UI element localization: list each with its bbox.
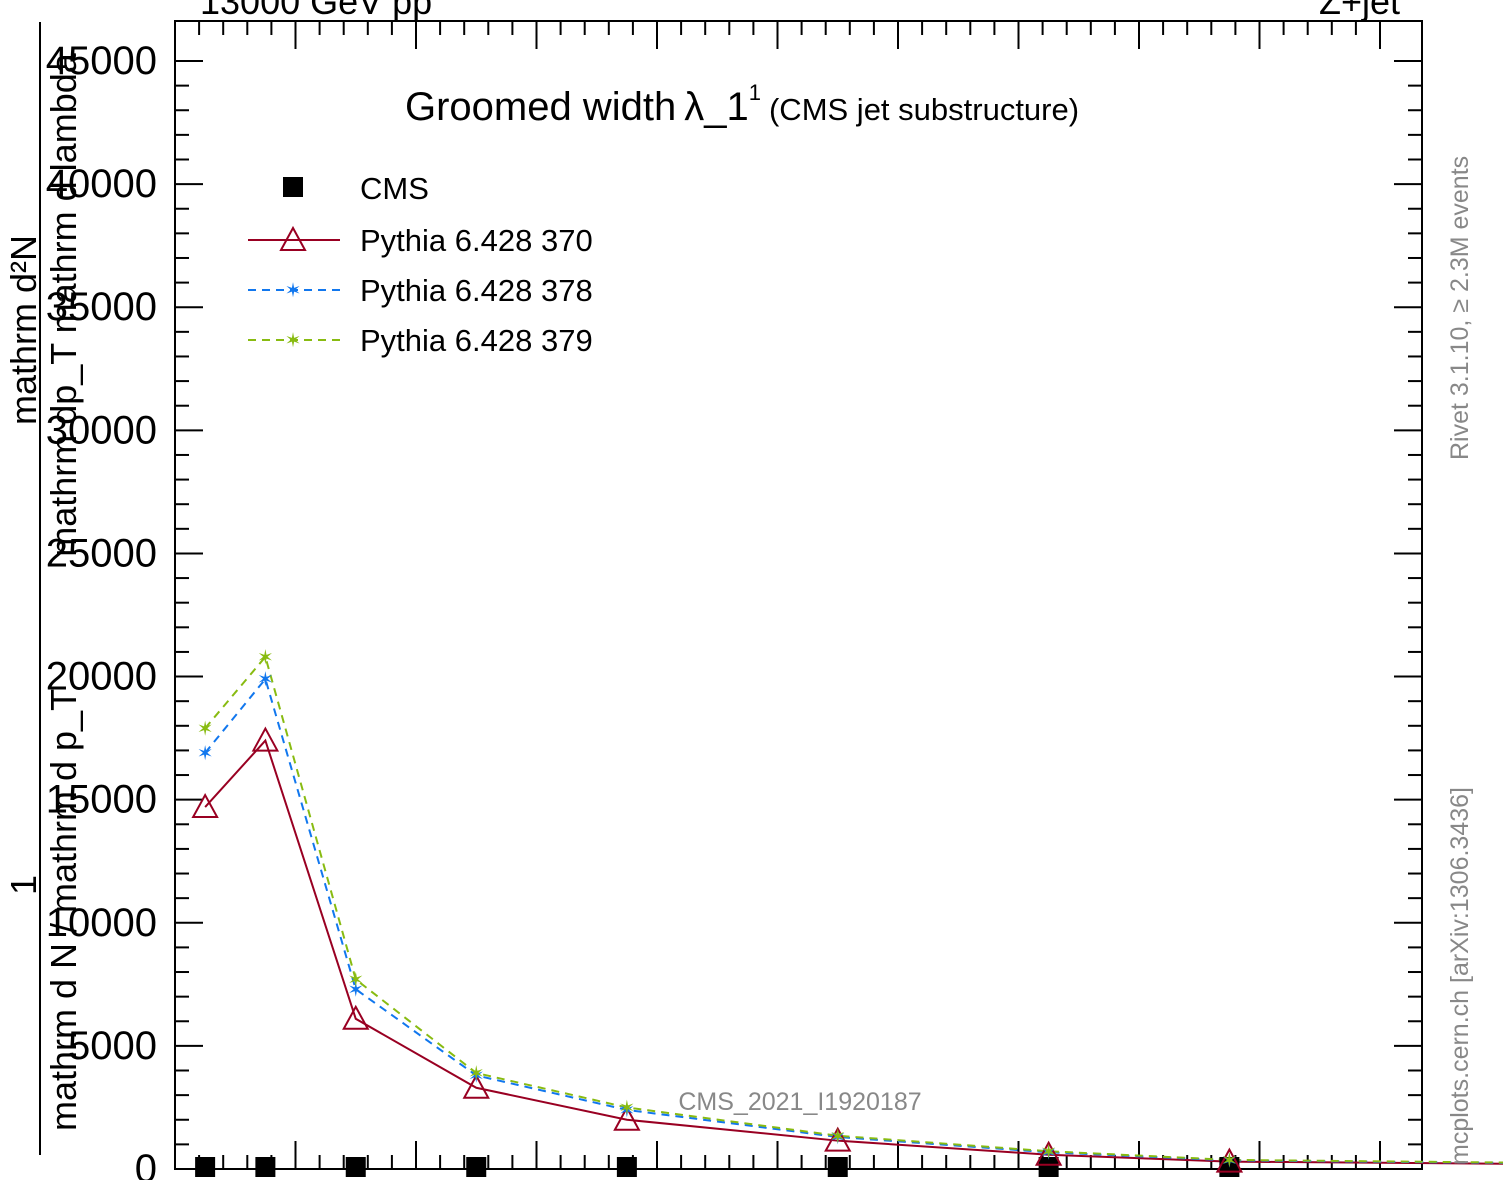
- y-tick-label: 10000: [46, 901, 157, 945]
- pythia-star-point: ✶: [347, 979, 364, 1001]
- legend-cms-marker: [283, 177, 303, 197]
- pythia-star-point: ✶: [829, 1126, 846, 1148]
- pythia-star-point: ✶: [1040, 1142, 1057, 1164]
- pythia-370-point: [462, 1073, 490, 1099]
- rivet-version-note: Rivet 3.1.10, ≥ 2.3M events: [1446, 156, 1474, 460]
- legend-378-marker: ✶: [285, 280, 302, 302]
- y-axis-tick-labels: 0 5000 10000 15000 20000 25000 30000 35000 40000…: [46, 39, 157, 1180]
- process-label: Z+jet: [1319, 0, 1400, 22]
- pythia-370-point: [824, 1126, 852, 1152]
- pythia-star-point: ✶: [257, 647, 274, 669]
- plot-frame: [174, 20, 1423, 1170]
- y-tick-label: 15000: [46, 778, 157, 822]
- cms-point: [255, 1157, 276, 1177]
- ylabel-numerator: 1: [3, 875, 44, 895]
- ylabel-denominator: mathrm d N / mathrm d p_T: [43, 689, 84, 1131]
- ylabel-d2n: mathrm d²N: [3, 235, 44, 425]
- pythia-370-point: [1215, 1147, 1244, 1173]
- y-axis-label: 1 mathrm d N / mathrm d p_T mathrm d²N m…: [3, 22, 84, 1155]
- y-tick-label: 20000: [46, 655, 157, 699]
- cms-point: [195, 1157, 216, 1177]
- pythia-star-point: ✶: [197, 743, 214, 765]
- ylabel-derivative: mathrm dp_T mathrm d lambda: [43, 52, 84, 557]
- legend-370-marker: [279, 225, 307, 251]
- series-line-1: [204, 738, 1503, 1165]
- chart-title: Groomed width λ_11 (CMS jet substructure): [405, 80, 1079, 129]
- pythia-star-point: ✶: [1221, 1150, 1238, 1172]
- y-axis-ticks: [175, 60, 1422, 1170]
- y-tick-label: 0: [135, 1147, 157, 1180]
- pythia-star-point: ✶: [1221, 1150, 1238, 1172]
- pythia-370-point: [613, 1105, 641, 1131]
- y-tick-label: 25000: [46, 531, 157, 575]
- cms-point: [345, 1157, 366, 1177]
- y-tick-label: 35000: [46, 285, 157, 329]
- pythia-star-point: ✶: [197, 718, 214, 740]
- pythia-star-point: ✶: [257, 669, 274, 691]
- series-layer: ✶✶✶✶✶✶✶✶✶✶✶✶✶✶✶✶✶✶: [191, 647, 1503, 1177]
- pythia-370-point: [1034, 1140, 1063, 1166]
- pythia-star-point: ✶: [618, 1097, 635, 1119]
- y-tick-label: 5000: [68, 1024, 157, 1068]
- pythia-370-point: [191, 792, 219, 819]
- analysis-id: CMS_2021_I1920187: [678, 1088, 921, 1116]
- pythia-star-point: ✶: [1040, 1141, 1057, 1163]
- pythia-star-point: ✶: [468, 1063, 485, 1085]
- beam-energy-label: 13000 GeV pp: [200, 0, 432, 22]
- pythia-370-point: [251, 726, 280, 752]
- legend-370-label: Pythia 6.428 370: [360, 223, 593, 258]
- x-axis-ticks: [174, 21, 1381, 1169]
- legend-379-marker: ✶: [285, 330, 302, 352]
- legend-378-label: Pythia 6.428 378: [360, 273, 593, 308]
- legend-379-label: Pythia 6.428 379: [360, 323, 593, 358]
- pythia-star-point: ✶: [468, 1065, 485, 1087]
- pythia-star-point: ✶: [347, 969, 364, 991]
- cms-point: [827, 1157, 848, 1177]
- pythia-star-point: ✶: [618, 1100, 635, 1122]
- y-tick-label: 30000: [46, 408, 157, 452]
- y-tick-label: 40000: [46, 162, 157, 206]
- cms-point: [466, 1157, 487, 1177]
- cms-point: [1038, 1157, 1059, 1177]
- cms-point: [616, 1157, 637, 1177]
- legend-cms-label: CMS: [360, 171, 429, 206]
- y-tick-label: 45000: [46, 39, 157, 83]
- legend: CMS Pythia 6.428 370 ✶ Pythia 6.428 378 …: [248, 171, 593, 358]
- mcplots-reference: mcplots.cern.ch [arXiv:1306.3436]: [1446, 787, 1474, 1165]
- pythia-star-point: ✶: [829, 1127, 846, 1149]
- pythia-370-point: [342, 1004, 370, 1030]
